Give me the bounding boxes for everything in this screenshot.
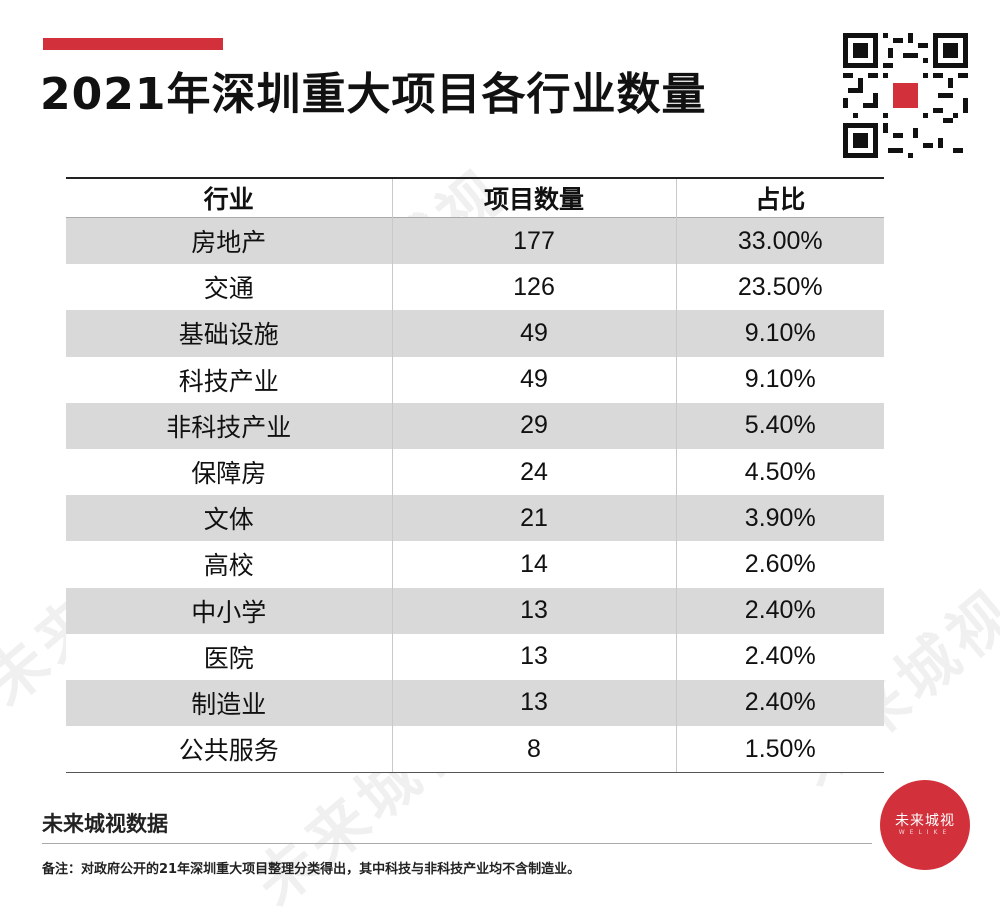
cell-industry: 中小学 — [66, 587, 392, 634]
cell-share: 2.40% — [675, 587, 884, 634]
table-row: 科技产业 49 9.10% — [66, 356, 884, 403]
table-row: 保障房 24 4.50% — [66, 448, 884, 496]
footer-divider — [42, 843, 872, 844]
cell-share: 2.40% — [675, 679, 884, 727]
table-row: 高校 14 2.60% — [66, 541, 884, 588]
industry-table: 行业 项目数量 占比 房地产 177 33.00% 交通 126 23.50% 基础设施… — [66, 177, 884, 774]
table-row: 文体 21 3.90% — [66, 495, 884, 542]
column-header-share: 占比 — [675, 178, 884, 218]
cell-count: 14 — [391, 541, 676, 588]
qr-code-icon[interactable] — [843, 33, 968, 158]
cell-share: 9.10% — [675, 356, 884, 403]
cell-count: 8 — [391, 726, 676, 774]
table-row: 公共服务 8 1.50% — [66, 726, 884, 774]
page-title: 2021年深圳重大项目各行业数量 — [40, 69, 707, 120]
cell-industry: 科技产业 — [66, 356, 392, 403]
table-header-row: 行业 项目数量 占比 — [66, 178, 884, 218]
cell-share: 23.50% — [675, 264, 884, 311]
brand-seal-logo: 未来城视 WELIKE — [880, 780, 970, 870]
cell-share: 2.60% — [675, 541, 884, 588]
title-accent-bar — [43, 38, 223, 50]
cell-industry: 医院 — [66, 633, 392, 680]
seal-subtext: WELIKE — [898, 829, 952, 836]
cell-share: 9.10% — [675, 310, 884, 357]
cell-industry: 文体 — [66, 495, 392, 542]
cell-count: 49 — [391, 356, 676, 403]
cell-industry: 基础设施 — [66, 310, 392, 357]
cell-industry: 房地产 — [66, 217, 392, 265]
data-source-label: 未来城视数据 — [42, 812, 168, 836]
cell-share: 3.90% — [675, 495, 884, 542]
cell-share: 4.50% — [675, 448, 884, 496]
cell-share: 5.40% — [675, 402, 884, 449]
cell-count: 24 — [391, 448, 676, 496]
footnote: 备注：对政府公开的21年深圳重大项目整理分类得出，其中科技与非科技产业均不含制造… — [42, 862, 581, 877]
table-row: 中小学 13 2.40% — [66, 587, 884, 634]
table-row: 非科技产业 29 5.40% — [66, 402, 884, 449]
cell-industry: 高校 — [66, 541, 392, 588]
column-header-count: 项目数量 — [391, 178, 676, 218]
cell-count: 21 — [391, 495, 676, 542]
table-row: 基础设施 49 9.10% — [66, 310, 884, 357]
cell-share: 2.40% — [675, 633, 884, 680]
cell-count: 126 — [391, 264, 676, 311]
cell-count: 49 — [391, 310, 676, 357]
cell-count: 29 — [391, 402, 676, 449]
cell-share: 1.50% — [675, 726, 884, 774]
cell-count: 13 — [391, 633, 676, 680]
cell-industry: 制造业 — [66, 679, 392, 727]
cell-industry: 公共服务 — [66, 726, 392, 774]
table-row: 医院 13 2.40% — [66, 633, 884, 680]
cell-count: 13 — [391, 679, 676, 727]
cell-count: 13 — [391, 587, 676, 634]
cell-industry: 非科技产业 — [66, 402, 392, 449]
cell-industry: 保障房 — [66, 448, 392, 496]
seal-text: 未来城视 — [895, 813, 955, 829]
table-row: 房地产 177 33.00% — [66, 217, 884, 265]
column-header-industry: 行业 — [203, 185, 254, 214]
table-row: 交通 126 23.50% — [66, 264, 884, 311]
cell-industry: 交通 — [66, 264, 392, 311]
table-row: 制造业 13 2.40% — [66, 679, 884, 727]
cell-share: 33.00% — [675, 217, 884, 265]
cell-count: 177 — [391, 217, 676, 265]
